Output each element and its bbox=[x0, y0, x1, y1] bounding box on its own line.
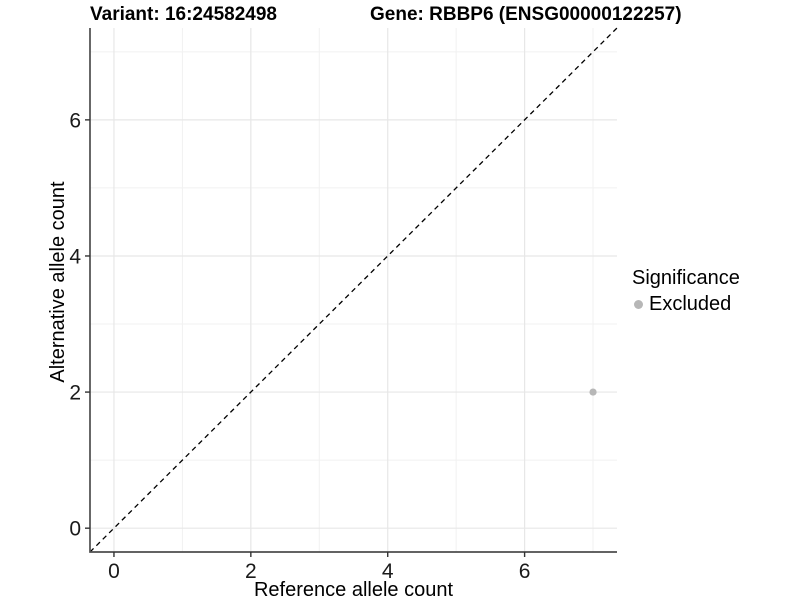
y-axis-title: Alternative allele count bbox=[47, 181, 69, 383]
x-tick-label: 0 bbox=[108, 560, 120, 583]
legend-item-excluded: Excluded bbox=[630, 293, 740, 316]
axis-lines bbox=[89, 28, 617, 553]
legend-title: Significance bbox=[632, 267, 740, 289]
identity-line bbox=[89, 27, 618, 553]
x-tick-label: 2 bbox=[245, 560, 257, 583]
legend-item-label: Excluded bbox=[649, 293, 732, 315]
x-tick-label: 6 bbox=[519, 560, 531, 583]
y-tick-label: 6 bbox=[69, 109, 81, 132]
x-axis-title: Reference allele count bbox=[253, 579, 453, 600]
y-tick-label: 0 bbox=[69, 518, 81, 541]
legend-point-icon bbox=[634, 300, 643, 309]
y-tick-label: 4 bbox=[69, 245, 81, 268]
plot-title-variant: Variant: 16:24582498 bbox=[90, 4, 277, 25]
plot-title-gene: Gene: RBBP6 (ENSG00000122257) bbox=[370, 4, 682, 25]
x-tick-label: 4 bbox=[382, 560, 394, 583]
data-point-excluded bbox=[589, 388, 597, 396]
y-tick-label: 2 bbox=[69, 382, 81, 405]
legend: Significance Excluded bbox=[630, 267, 740, 316]
